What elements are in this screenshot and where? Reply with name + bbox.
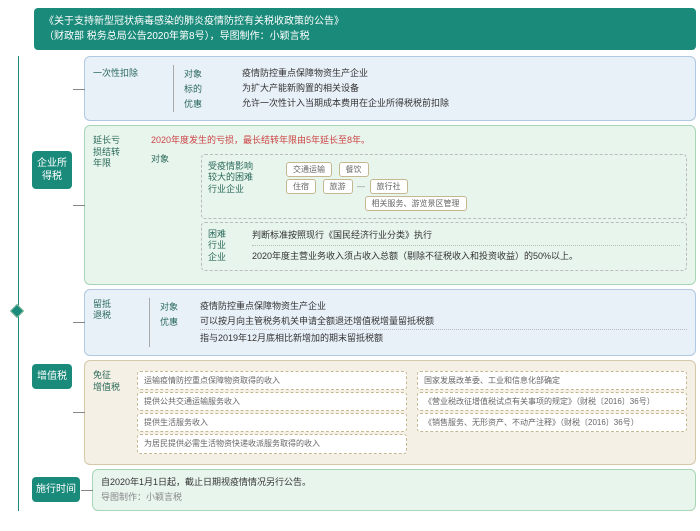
- item: 运输疫情防控重点保障物资取得的收入: [137, 371, 407, 390]
- lbl: 优惠: [160, 315, 194, 328]
- section-corporate-tax: 企业所 得税 一次性扣除 对象疫情防控重点保障物资生产企业 标的为扩大产能新购置…: [32, 56, 696, 285]
- header-line1: 《关于支持新型冠状病毒感染的肺炎疫情防控有关税收政策的公告》: [44, 14, 686, 29]
- item: 提供公共交通运输服务收入: [137, 392, 407, 411]
- val: 2020年度主营业务收入须占收入总额（剔除不征税收入和投资收益）的50%以上。: [252, 250, 680, 263]
- tag: 相关服务、游览景区管理: [365, 196, 467, 211]
- node-exempt: 免征 增值税: [93, 369, 129, 393]
- exempt-refs: 国家发展改革委、工业和信息化部确定 《营业税改征增值税试点有关事项的规定》（财税…: [417, 369, 687, 456]
- panel-vat-exempt: 免征 增值税 运输疫情防控重点保障物资取得的收入 提供公共交通运输服务收入 提供…: [84, 360, 696, 465]
- tag: 旅行社: [370, 179, 408, 194]
- badge-vat: 增值税: [32, 364, 72, 389]
- ref: 《销售服务、无形资产、不动产注释》（财税〔2016〕36号）: [417, 413, 687, 432]
- section-vat: 增值税 留抵 退税 对象疫情防控重点保障物资生产企业 优惠 可以按月向主管税务机…: [32, 289, 696, 465]
- header-banner: 《关于支持新型冠状病毒感染的肺炎疫情防控有关税收政策的公告》 （财政部 税务总局…: [34, 8, 696, 50]
- box-difficult-enterprise: 困难 行业 企业 判断标准按照现行《国民经济行业分类》执行 2020年度主营业务…: [201, 222, 687, 271]
- badge-corporate-tax: 企业所 得税: [32, 151, 72, 189]
- badge-effective: 施行时间: [32, 477, 80, 502]
- effective-text: 自2020年1月1日起，截止日期视疫情情况另行公告。: [101, 476, 687, 489]
- val: 疫情防控重点保障物资生产企业: [200, 300, 687, 313]
- ref: 国家发展改革委、工业和信息化部确定: [417, 371, 687, 390]
- credit-text: 导图制作：小颖言税: [101, 491, 687, 504]
- val: 可以按月向主管税务机关申请全额退还增值税增量留抵税额: [200, 315, 687, 328]
- node-deduction: 一次性扣除: [93, 65, 153, 79]
- loss-headline: 2020年度发生的亏损，最长结转年限由5年延长至8年。: [151, 134, 687, 147]
- panel-tax-refund: 留抵 退税 对象疫情防控重点保障物资生产企业 优惠 可以按月向主管税务机关申请全…: [84, 289, 696, 356]
- header-line2: （财政部 税务总局公告2020年第8号），导图制作：小颖言税: [44, 29, 686, 44]
- exempt-income-list: 运输疫情防控重点保障物资取得的收入 提供公共交通运输服务收入 提供生活服务收入 …: [137, 369, 407, 456]
- val: 判断标准按照现行《国民经济行业分类》执行: [252, 229, 680, 242]
- item: 为居民提供必需生活物资快递收派服务取得的收入: [137, 434, 407, 453]
- ref: 《营业税改征增值税试点有关事项的规定》（财税〔2016〕36号）: [417, 392, 687, 411]
- tag: 住宿: [286, 179, 316, 194]
- lbl: 对象: [184, 67, 236, 80]
- item: 提供生活服务收入: [137, 413, 407, 432]
- val: 疫情防控重点保障物资生产企业: [242, 67, 687, 80]
- lbl: 受疫情影响 较大的困难 行业企业: [208, 161, 278, 196]
- tag: 餐饮: [339, 162, 369, 177]
- mindmap-root: 企业所 得税 一次性扣除 对象疫情防控重点保障物资生产企业 标的为扩大产能新购置…: [18, 56, 696, 511]
- lbl-object: 对象: [151, 151, 193, 165]
- panel-deduction: 一次性扣除 对象疫情防控重点保障物资生产企业 标的为扩大产能新购置的相关设备 优…: [84, 56, 696, 121]
- box-affected-industries: 受疫情影响 较大的困难 行业企业 交通运输 餐饮 住宿 旅游 — 旅行社 相关服…: [201, 154, 687, 219]
- tag: 交通运输: [286, 162, 332, 177]
- panel-effective: 自2020年1月1日起，截止日期视疫情情况另行公告。 导图制作：小颖言税: [92, 469, 696, 511]
- val: 指与2019年12月底相比新增加的期末留抵税额: [200, 329, 687, 345]
- root-diamond-icon: [10, 304, 24, 318]
- lbl: 对象: [160, 300, 194, 313]
- lbl: 困难 行业 企业: [208, 229, 246, 264]
- lbl: 优惠: [184, 97, 236, 110]
- val: 为扩大产能新购置的相关设备: [242, 82, 687, 95]
- val: 允许一次性计入当期成本费用在企业所得税税前扣除: [242, 97, 687, 110]
- node-refund: 留抵 退税: [93, 298, 129, 322]
- lbl: 标的: [184, 82, 236, 95]
- node-loss: 延长亏 损结转 年限: [93, 134, 143, 170]
- panel-loss-carryforward: 延长亏 损结转 年限 2020年度发生的亏损，最长结转年限由5年延长至8年。 对…: [84, 125, 696, 285]
- spine-line: [18, 56, 19, 511]
- section-effective-date: 施行时间 自2020年1月1日起，截止日期视疫情情况另行公告。 导图制作：小颖言…: [32, 469, 696, 511]
- tag: 旅游: [323, 179, 353, 194]
